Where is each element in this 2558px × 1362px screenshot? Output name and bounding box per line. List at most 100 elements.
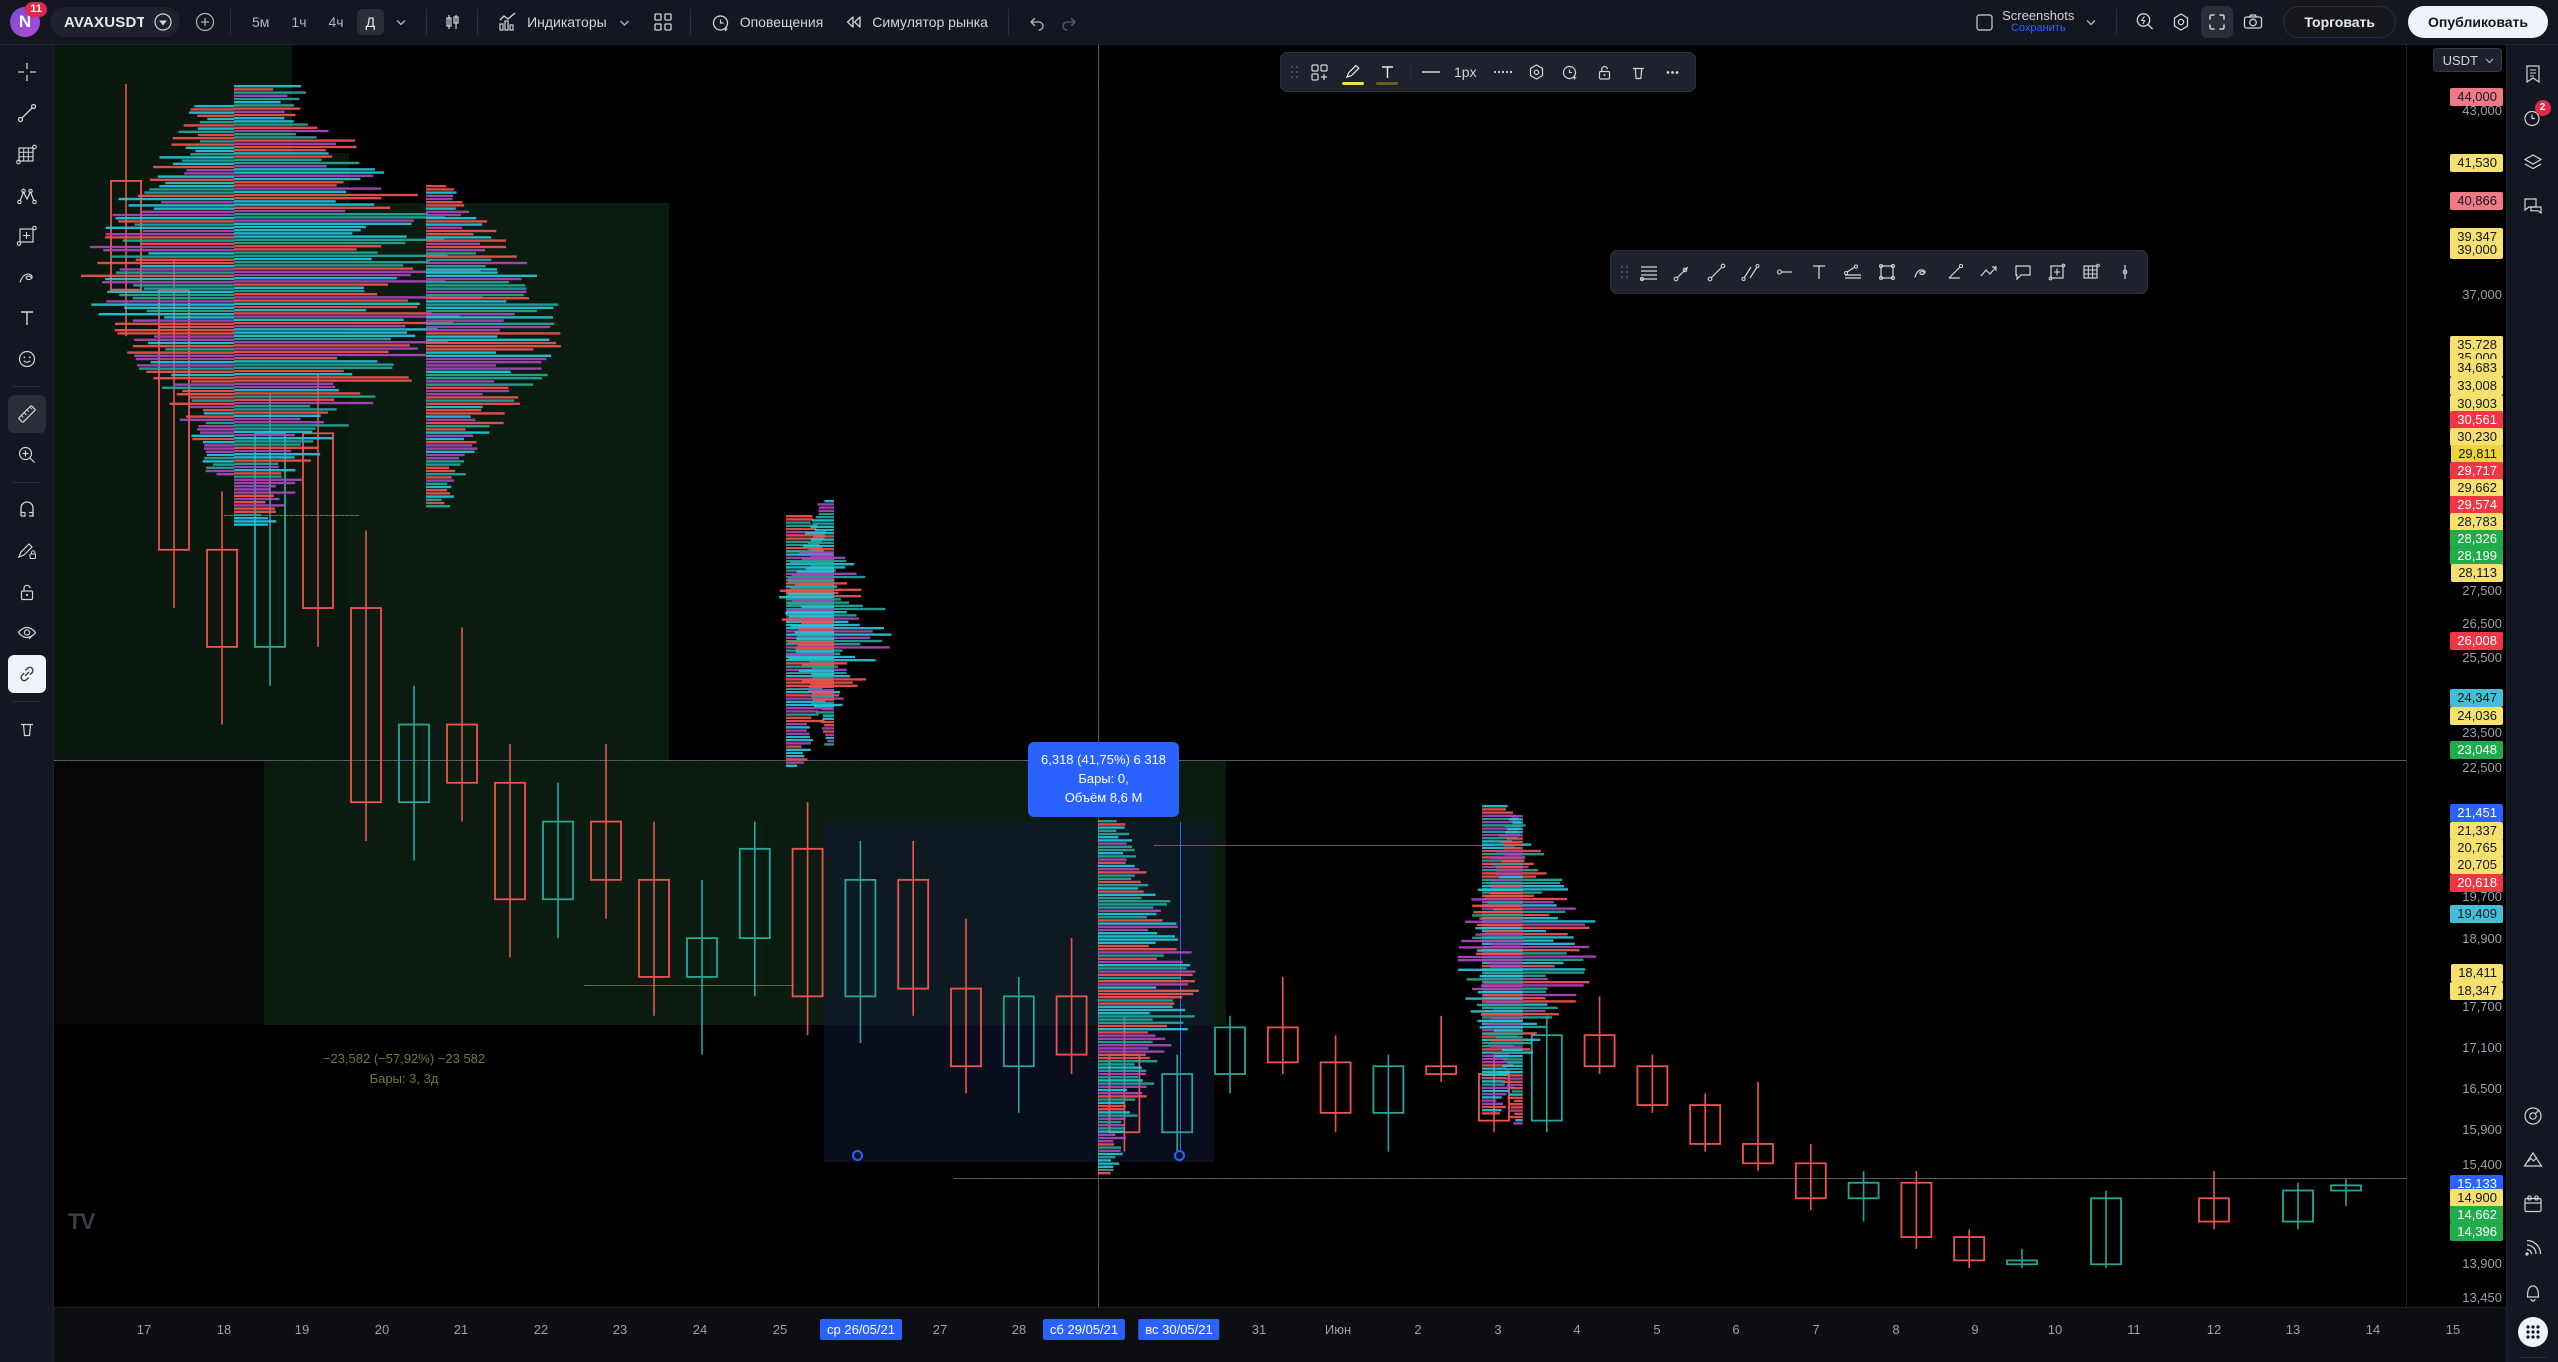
pine-editor-icon[interactable]	[2514, 1141, 2552, 1179]
trend-line-tool[interactable]	[8, 94, 46, 132]
stream-icon[interactable]	[2514, 1229, 2552, 1267]
redo-icon[interactable]	[1055, 9, 1085, 35]
brush-icon[interactable]	[1905, 256, 1937, 288]
vertical-line-icon[interactable]	[2109, 256, 2141, 288]
watchlist-icon[interactable]	[2514, 55, 2552, 93]
price-axis-tick: 43,000	[2462, 103, 2502, 118]
line-style-icon[interactable]	[1418, 56, 1444, 88]
undo-icon[interactable]	[1021, 9, 1051, 35]
text-icon[interactable]	[1803, 256, 1835, 288]
currency-selector[interactable]: USDT	[2432, 48, 2502, 72]
timeframe-5m[interactable]: 5м	[252, 14, 270, 30]
calendar-icon[interactable]	[2514, 1185, 2552, 1223]
trend-line-icon[interactable]	[1701, 256, 1733, 288]
measure-handle-right[interactable]	[1174, 1150, 1185, 1161]
zoom-in-tool[interactable]	[8, 436, 46, 474]
measurement-tooltip[interactable]: 6,318 (41,75%) 6 318 Бары: 0, Объём 8,6 …	[1028, 742, 1180, 817]
magnet-tool[interactable]	[8, 491, 46, 529]
gann-fib-tool[interactable]	[8, 135, 46, 173]
angle-measure-icon[interactable]	[1939, 256, 1971, 288]
diamond-icon[interactable]	[150, 9, 176, 35]
measure-tool[interactable]	[7, 395, 46, 433]
pattern-tool[interactable]	[8, 176, 46, 214]
text-tool[interactable]	[8, 299, 46, 337]
callout-icon[interactable]	[2007, 256, 2039, 288]
trash-icon[interactable]	[1623, 56, 1655, 88]
time-axis-tick: 5	[1653, 1322, 1661, 1337]
alerts-clock-icon[interactable]: 2	[2514, 99, 2552, 137]
apps-grid-icon[interactable]	[2517, 1317, 2548, 1347]
screenshots-save-link[interactable]: Сохранить	[2010, 22, 2066, 35]
drag-handle[interactable]	[1617, 261, 1631, 283]
drawing-tools-palette[interactable]	[1610, 250, 2148, 294]
camera-icon[interactable]	[2237, 9, 2269, 35]
price-axis[interactable]: USDT 44,000 43,000 41,530 40,866 39,347 39,00…	[2406, 45, 2506, 1362]
long-position-icon[interactable]	[2041, 256, 2073, 288]
alert-clock-icon[interactable]	[1555, 56, 1587, 88]
measure-handle-left[interactable]	[852, 1150, 863, 1161]
screenshots-chevron-down-icon[interactable]	[2078, 9, 2104, 35]
drawing-properties-toolbar[interactable]: 1px	[1280, 52, 1696, 92]
timeframe-1h[interactable]: 1ч	[291, 14, 307, 30]
symbol-search[interactable]: AVAXUSDT.P	[50, 7, 180, 37]
crosshair-tool[interactable]	[8, 53, 46, 91]
publish-button[interactable]: Опубликовать	[2408, 6, 2548, 38]
trade-button[interactable]: Торговать	[2283, 6, 2397, 38]
timeframe-chevron-down-icon[interactable]	[388, 9, 414, 35]
emoji-tool[interactable]	[8, 340, 46, 378]
lock-icon[interactable]	[1589, 56, 1621, 88]
hide-drawings-tool[interactable]	[8, 614, 46, 652]
text-color-icon[interactable]	[1371, 56, 1403, 88]
data-window-icon[interactable]	[2514, 143, 2552, 181]
screenshots-menu[interactable]: Screenshots Сохранить	[2002, 9, 2074, 34]
timeframe-1d[interactable]: Д	[356, 9, 385, 35]
add-symbol-plus-icon[interactable]	[192, 9, 218, 35]
replay-button[interactable]: Симулятор рынка	[835, 5, 996, 39]
screenshot-checkbox[interactable]	[1970, 9, 1998, 35]
chart-pane[interactable]: 6,318 (41,75%) 6 318 Бары: 0, Объём 8,6 …	[54, 45, 2406, 1307]
search-lightning-icon[interactable]	[2129, 9, 2161, 35]
chat-icon[interactable]	[2514, 187, 2552, 225]
indicators-button[interactable]: Индикаторы	[490, 5, 644, 39]
drag-handle[interactable]	[1287, 61, 1301, 83]
price-label-badge: 14,900	[2450, 1189, 2503, 1207]
ideas-radar-icon[interactable]	[2514, 1097, 2552, 1135]
line-color-pencil-icon[interactable]	[1337, 56, 1369, 88]
line-width-label[interactable]: 1px	[1454, 64, 1477, 80]
time-axis-tick: 27	[932, 1322, 948, 1337]
pitchfork-icon[interactable]	[1837, 256, 1869, 288]
settings-hex-icon[interactable]	[1521, 56, 1553, 88]
add-template-icon[interactable]	[1303, 56, 1335, 88]
rectangle-icon[interactable]	[1871, 256, 1903, 288]
forecast-arrow-icon[interactable]	[1973, 256, 2005, 288]
lock-drawings-tool[interactable]	[8, 573, 46, 611]
remove-drawings-tool[interactable]	[8, 710, 46, 748]
line-dash-icon[interactable]	[1487, 56, 1519, 88]
fullscreen-icon[interactable]	[2201, 6, 2234, 38]
prediction-tool[interactable]	[8, 217, 46, 255]
time-axis[interactable]: 17 18 19 20 21 22 23 24 25 ср 26/05/21 27 28 сб 29/0…	[54, 1307, 2506, 1362]
ray-line-icon[interactable]	[1667, 256, 1699, 288]
notifications-bell-icon[interactable]	[2514, 1273, 2552, 1311]
horizontal-ray-icon[interactable]	[1769, 256, 1801, 288]
chart-area[interactable]: 6,318 (41,75%) 6 318 Бары: 0, Объём 8,6 …	[54, 45, 2506, 1362]
hexagon-target-icon[interactable]	[2165, 9, 2197, 35]
parallel-channel-icon[interactable]	[1735, 256, 1767, 288]
price-label-badge: 20,618	[2450, 874, 2503, 892]
candlestick-chart-type-icon[interactable]	[439, 9, 465, 35]
layouts-grid-icon[interactable]	[648, 9, 678, 35]
time-axis-tick: 18	[216, 1322, 232, 1337]
drawing-mode-tool[interactable]	[8, 532, 46, 570]
link-drawings-tool[interactable]	[7, 655, 46, 693]
time-axis-tick: 6	[1732, 1322, 1740, 1337]
timeframe-4h[interactable]: 4ч	[328, 14, 344, 30]
table-grid-icon[interactable]	[2075, 256, 2107, 288]
horizontal-lines-icon[interactable]	[1633, 256, 1665, 288]
alerts-button[interactable]: Оповещения	[703, 5, 832, 39]
brush-tool[interactable]	[8, 258, 46, 296]
chevron-down-icon[interactable]	[614, 11, 636, 33]
user-avatar[interactable]: N 11	[10, 2, 47, 37]
more-options-icon[interactable]	[1657, 56, 1689, 88]
shade-dark-lower-left	[54, 760, 264, 1025]
